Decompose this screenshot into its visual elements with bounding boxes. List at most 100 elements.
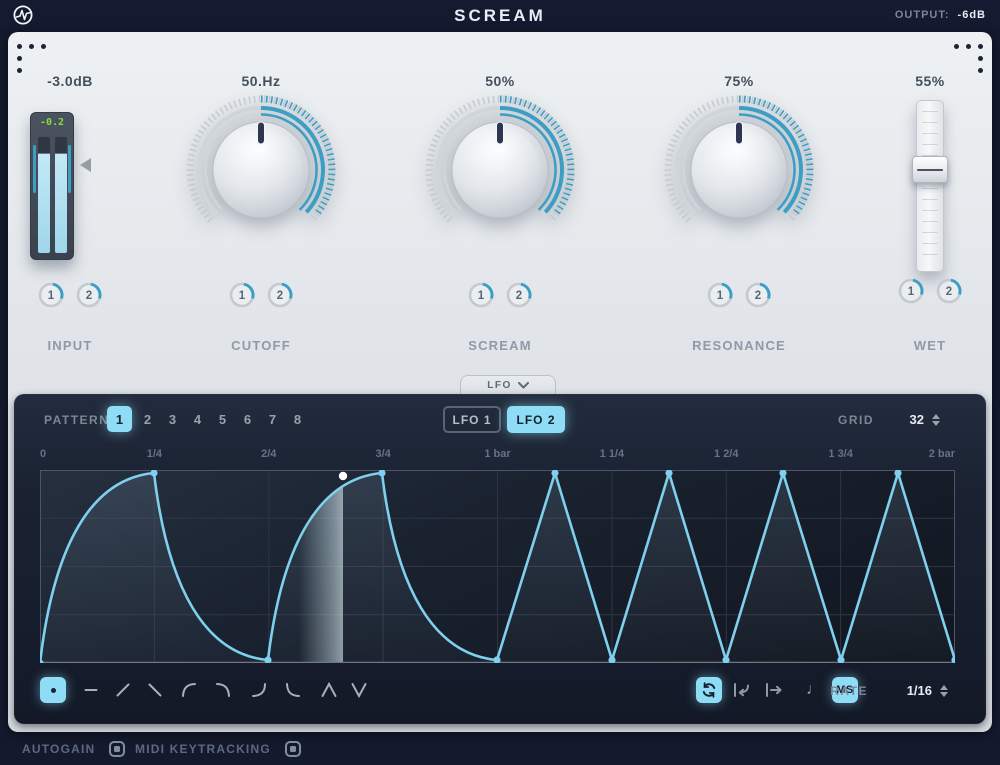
cutoff-control-column: 50.Hz 1 2 CUTOFF [181,32,341,392]
wet-value[interactable]: 55% [915,73,945,89]
timeline-label: 2/4 [261,448,277,460]
pattern-button-1[interactable]: 1 [107,406,132,432]
scream-knob[interactable] [420,90,580,250]
timeline-label: 1 1/4 [599,448,625,460]
mod-slot-button-1[interactable]: 1 [227,280,257,315]
tool-point-button[interactable] [40,677,66,703]
pattern-button-4[interactable]: 4 [193,411,202,427]
scoop-rise-icon [252,683,266,697]
pattern-button-5[interactable]: 5 [218,411,227,427]
svg-text:1: 1 [239,290,246,302]
tool-curve-fall-button[interactable] [212,677,234,703]
mod-slot-button-1[interactable]: 1 [466,280,496,315]
curve-node[interactable] [951,656,955,663]
pattern-button-3[interactable]: 3 [168,411,177,427]
svg-text:2: 2 [86,290,92,302]
point-tool-icon [50,687,56,693]
timeline-label: 3/4 [375,448,391,460]
lfo-section-tab[interactable]: LFO [460,375,556,394]
pattern-button-7[interactable]: 7 [268,411,277,427]
corner-dots [29,44,34,49]
loop-icon [702,682,716,698]
curve-node[interactable] [40,659,44,663]
cutoff-knob[interactable] [181,90,341,250]
grid-stepper[interactable] [932,414,940,426]
pattern-label: PATTERN [44,413,110,427]
curve-node[interactable] [665,470,673,477]
svg-text:2: 2 [946,286,952,298]
curve-node[interactable] [894,470,902,477]
curve-node[interactable] [837,656,845,663]
input-gain-arrow[interactable] [80,158,91,172]
midi-keytracking-label: MIDI KEYTRACKING [135,742,271,756]
lfo1-tab-button[interactable]: LFO 1 [443,406,501,433]
tool-scoop-rise-button[interactable] [248,677,270,703]
tool-ramp-up-button[interactable] [112,677,134,703]
mod-slot-button-2[interactable]: 2 [743,280,773,315]
tool-ramp-down-button[interactable] [144,677,166,703]
svg-text:1: 1 [48,290,55,302]
autogain-toggle[interactable] [109,741,126,757]
scream-label: SCREAM [468,338,532,353]
tool-scoop-fall-button[interactable] [282,677,304,703]
mod-slot-button-2[interactable]: 2 [74,280,104,315]
curve-node[interactable] [378,470,386,477]
mod-slot-button-2[interactable]: 2 [265,280,295,315]
mod-slot-button-1[interactable]: 1 [896,276,926,311]
output-label: OUTPUT: [894,9,950,21]
tool-triangle-up-button[interactable] [318,677,340,703]
output-value[interactable]: -6dB [957,9,986,21]
scream-control-column: 50% 1 2 SCREAM [420,32,580,392]
pattern-button-2[interactable]: 2 [143,411,152,427]
autogain-control: AUTOGAIN [22,741,126,757]
playhead-dot [338,471,348,481]
tool-flat-button[interactable] [80,677,102,703]
ramp-up-icon [116,683,130,697]
tool-triangle-down-button[interactable] [348,677,370,703]
one-shot-mode-button[interactable] [762,677,786,703]
editor-toolbar: ♩ MS RATE 1/16 [40,677,960,705]
midi-keytracking-toggle[interactable] [284,741,301,757]
wet-slider-track[interactable] [916,100,944,272]
wet-slider-handle[interactable] [912,156,948,183]
lfo2-tab-button[interactable]: LFO 2 [507,406,565,433]
logo-icon[interactable] [12,4,34,26]
output-readout[interactable]: OUTPUT: -6dB [895,9,986,21]
wet-mod-slots: 1 2 [850,276,1000,311]
svg-text:1: 1 [717,290,724,302]
lfo-waveform-editor[interactable] [40,470,955,663]
note-sync-button[interactable]: ♩ [802,677,826,703]
corner-dots [17,68,22,73]
pattern-button-8[interactable]: 8 [293,411,302,427]
rate-value[interactable]: 1/16 [906,683,932,698]
input-mod-slots: 1 2 [0,280,150,315]
curve-node[interactable] [608,656,616,663]
tool-curve-rise-button[interactable] [178,677,200,703]
resonance-value[interactable]: 75% [724,73,754,89]
retrigger-mode-button[interactable] [730,677,754,703]
curve-node[interactable] [493,656,501,663]
curve-node[interactable] [551,470,559,477]
input-meter[interactable]: -0.2 [30,112,74,260]
curve-node[interactable] [264,656,272,663]
curve-node[interactable] [779,470,787,477]
pattern-button-6[interactable]: 6 [243,411,252,427]
resonance-knob[interactable] [659,90,819,250]
ms-sync-button[interactable]: MS [832,677,858,703]
mod-slot-button-2[interactable]: 2 [934,276,964,311]
cutoff-value[interactable]: 50.Hz [241,73,281,89]
mod-slot-button-1[interactable]: 1 [705,280,735,315]
rate-stepper[interactable] [940,685,948,697]
loop-mode-button[interactable] [696,677,722,703]
mod-slot-button-2[interactable]: 2 [504,280,534,315]
mod-slot-button-1[interactable]: 1 [36,280,66,315]
title-bar: SCREAM OUTPUT: -6dB [0,0,1000,30]
scream-value[interactable]: 50% [485,73,515,89]
curve-node[interactable] [722,656,730,663]
curve-node[interactable] [150,470,158,477]
input-value[interactable]: -3.0dB [47,73,93,89]
grid-value[interactable]: 32 [909,412,924,427]
lfo-curve [40,471,955,663]
